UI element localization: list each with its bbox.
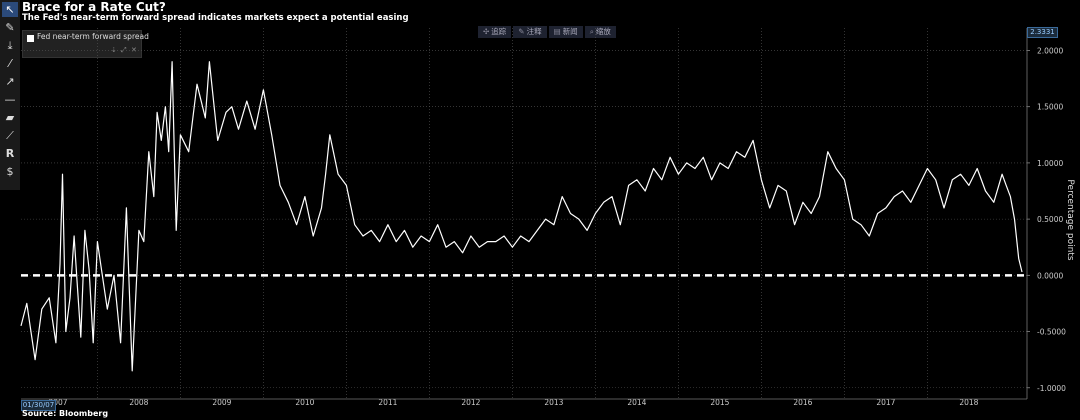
source-note: Source: Bloomberg xyxy=(22,409,109,418)
x-tick-label: 2016 xyxy=(793,398,812,407)
last-value-badge: 2.3331 xyxy=(1027,27,1058,38)
download-dollar-icon[interactable]: $ xyxy=(6,165,14,178)
y-tick-label: -0.5000 xyxy=(1037,328,1066,337)
text-r-icon[interactable]: R xyxy=(5,147,15,160)
x-tick-label: 2007 xyxy=(48,398,67,407)
arrow-line-icon[interactable]: ↗ xyxy=(5,75,15,88)
legend-checkbox[interactable] xyxy=(27,35,34,42)
x-tick-label: 2009 xyxy=(212,398,231,407)
channel-icon[interactable]: ▰ xyxy=(5,111,15,124)
y-tick-label: 2.0000 xyxy=(1037,46,1063,55)
series-line xyxy=(20,61,1023,372)
x-tick-label: 2012 xyxy=(461,398,480,407)
x-tick-label: 2010 xyxy=(295,398,314,407)
x-tick-label: 2013 xyxy=(544,398,563,407)
y-tick-label: 0.0000 xyxy=(1037,271,1063,280)
x-tick-label: 2015 xyxy=(710,398,729,407)
close-icon[interactable]: ✕ xyxy=(131,46,137,54)
y-tick-label: -1.0000 xyxy=(1037,384,1066,393)
start-date-badge: 01/30/07 xyxy=(21,400,56,411)
legend-box[interactable]: Fed near-term forward spread ⇣ ⤢ ✕ xyxy=(22,30,149,58)
legend-label: Fed near-term forward spread xyxy=(37,32,149,41)
y-axis-label: Percentage points xyxy=(1065,179,1075,261)
x-tick-label: 2014 xyxy=(627,398,646,407)
y-tick-label: 1.5000 xyxy=(1037,103,1063,112)
settings-icon[interactable]: ⇣ xyxy=(111,46,117,54)
x-tick-label: 2018 xyxy=(959,398,978,407)
download-percent-icon[interactable]: ⤓ xyxy=(7,39,13,52)
expand-icon[interactable]: ⤢ xyxy=(121,46,127,54)
drawing-toolbar: ↖ ✎ ⤓ ⁄ ↗ — ▰ ⟋ R $ xyxy=(0,0,20,190)
pen-icon[interactable]: ✎ xyxy=(5,21,15,34)
cursor-arrow-icon[interactable]: ↖ xyxy=(2,2,18,17)
chart-controls: ✣ 追踪 ✎ 注释 ▤ 新闻 ⌕ 缩放 xyxy=(478,26,616,38)
track-button[interactable]: ✣ 追踪 xyxy=(478,26,512,38)
zoom-button[interactable]: ⌕ 缩放 xyxy=(584,26,616,38)
x-tick-label: 2017 xyxy=(876,398,895,407)
ray-icon[interactable]: ⟋ xyxy=(6,129,14,142)
x-tick-label: 2008 xyxy=(129,398,148,407)
news-button[interactable]: ▤ 新闻 xyxy=(548,26,583,38)
x-tick-label: 2011 xyxy=(378,398,397,407)
y-tick-label: 0.5000 xyxy=(1037,215,1063,224)
horizontal-line-icon[interactable]: — xyxy=(4,93,16,106)
y-tick-label: 1.0000 xyxy=(1037,159,1063,168)
trend-line-icon[interactable]: ⁄ xyxy=(9,57,11,70)
chart-title: Brace for a Rate Cut? xyxy=(22,0,166,14)
annotate-button[interactable]: ✎ 注释 xyxy=(513,26,547,38)
chart-subtitle: The Fed's near-term forward spread indic… xyxy=(22,13,409,23)
